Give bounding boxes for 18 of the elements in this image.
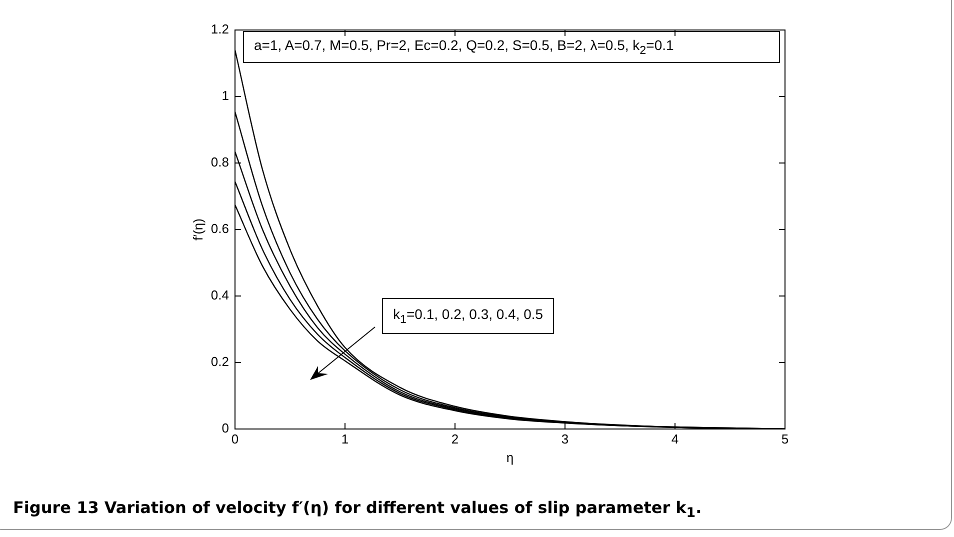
x-tick-label: 1 [341,431,349,446]
annotation: k$_{1}$=0.1, 0.2, 0.3, 0.4, 0.5 [382,298,554,334]
x-axis-title: η [506,450,514,465]
y-tick-label: 0.6 [210,221,229,236]
y-tick-label: 1 [222,88,229,104]
y-tick-label: 0.2 [210,354,229,370]
y-tick-label: 0.4 [210,288,229,303]
y-tick-label: 1.2 [210,22,229,37]
x-tick-label: 5 [781,431,789,446]
annotation: a=1, A=0.7, M=0.5, Pr=2, Ec=0.2, Q=0.2, S=0.5, B=2, λ=0.5, k$_{2}$=0.1 [243,31,780,63]
x-tick-label: 3 [561,431,569,446]
y-tick-label: 0.8 [210,154,229,170]
y-tick-label: 0 [222,420,229,436]
x-tick-label: 4 [671,431,679,446]
y-axis-title: f′(η) [190,218,206,240]
x-tick-label: 2 [451,431,459,446]
caption: Figure 13 Variation of velocity f′(η) for different values of slip parameter k$_{1}$. [13,498,702,522]
x-tick-label: 0 [231,431,239,446]
